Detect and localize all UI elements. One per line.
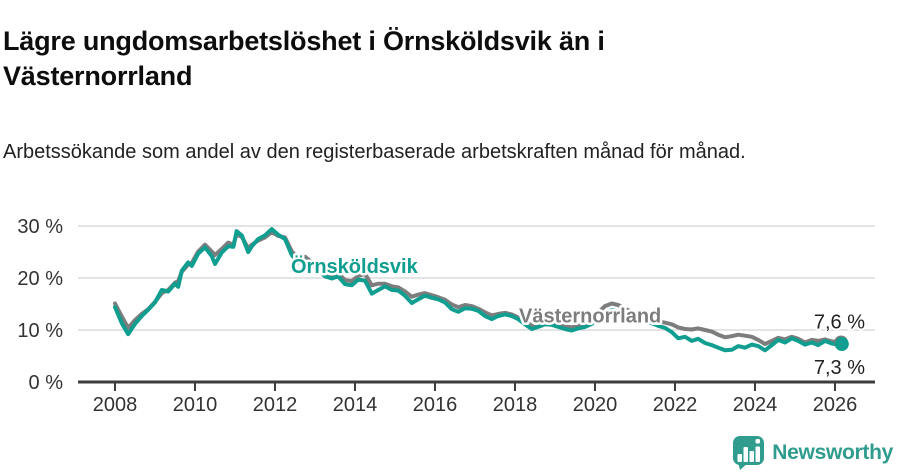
series-line-ornskoldsvik	[113, 227, 844, 353]
page-subtitle: Arbetssökande som andel av den registerb…	[3, 141, 746, 163]
y-tick-label: 20 %	[17, 268, 63, 290]
x-tick-label: 2012	[253, 394, 298, 416]
y-tick-label: 10 %	[17, 320, 63, 342]
series-label-vasternorrland: Västernorrland	[519, 306, 661, 328]
newsworthy-wordmark: Newsworthy	[772, 441, 893, 464]
y-tick-label: 0 %	[29, 372, 64, 394]
end-dot-ornskoldsvik	[834, 337, 849, 352]
series-label-ornskoldsvik: Örnsköldsvik	[291, 255, 419, 278]
x-tick-label: 2024	[733, 394, 778, 416]
unemployment-line-chart: 0 % 10 % 20 % 30 % 2008 2010 2012 2014 2016 2018 2…	[17, 216, 875, 416]
newsworthy-logo-icon	[733, 436, 765, 470]
newsworthy-logo: Newsworthy	[732, 435, 893, 471]
x-tick-label: 2016	[413, 394, 458, 416]
x-tick-label: 2022	[653, 394, 698, 416]
page-title: Lägre ungdomsarbetslöshet i Örnsköldsvik…	[3, 26, 605, 92]
x-tick-label: 2008	[93, 394, 138, 416]
x-tick-label: 2010	[173, 394, 218, 416]
x-tick-label: 2020	[573, 394, 618, 416]
end-value-label-vasternorrland: 7,6 %	[814, 311, 865, 333]
end-value-label-ornskoldsvik: 7,3 %	[814, 357, 865, 379]
y-tick-label: 30 %	[17, 216, 63, 238]
x-tick-label: 2018	[493, 394, 538, 416]
series-line-vasternorrland	[113, 230, 843, 346]
x-tick-label: 2014	[333, 394, 378, 416]
x-tick-label: 2026	[813, 394, 858, 416]
